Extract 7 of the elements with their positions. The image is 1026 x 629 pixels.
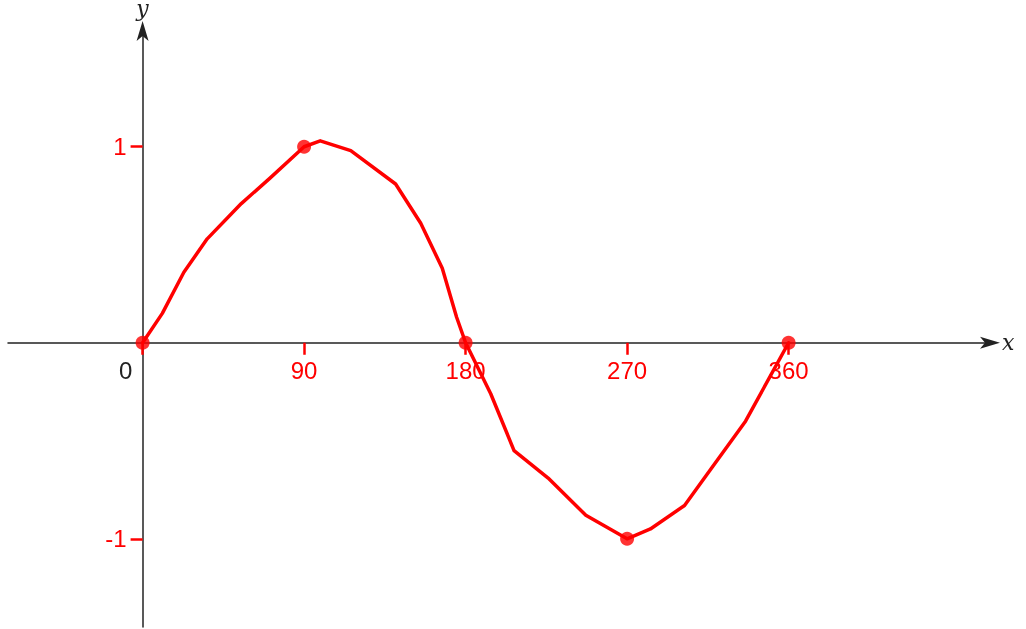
x-axis-title: x xyxy=(1002,330,1015,356)
x-tick-label: 0 xyxy=(118,357,133,385)
y-tick-label: 1 xyxy=(113,133,127,161)
y-axis-title: y xyxy=(135,0,150,21)
x-tick-label: 270 xyxy=(607,357,648,385)
x-tick-label: 90 xyxy=(290,357,318,385)
y-tick-label: -1 xyxy=(105,525,127,553)
